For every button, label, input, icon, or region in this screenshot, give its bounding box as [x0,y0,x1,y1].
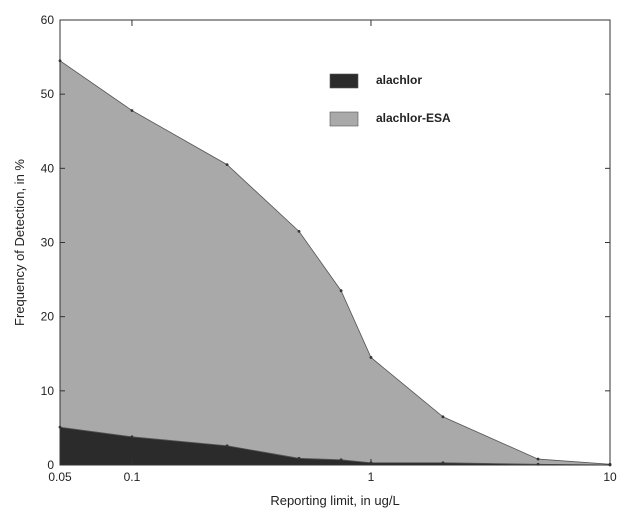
point-alachlor [297,456,301,460]
legend: alachlor alachlor-ESA [329,73,451,127]
x-tick-label: 10 [603,470,617,484]
legend-swatch-alachlor-esa [329,111,359,127]
legend-label-alachlor: alachlor [376,73,422,87]
y-axis-label: Frequency of Detection, in % [12,159,27,326]
y-tick-label: 10 [41,384,55,398]
point-alachlor-esa [536,457,540,461]
y-tick-label: 0 [47,458,54,472]
point-alachlor-esa [441,415,445,419]
point-alachlor-esa [369,356,373,359]
legend-label-alachlor-esa: alachlor-ESA [376,111,451,125]
point-alachlor [225,444,229,448]
x-tick-label: 1 [368,470,375,484]
y-tick-label: 40 [41,161,55,175]
x-tick-label: 0.1 [124,470,141,484]
x-tick-label: 0.05 [48,470,72,484]
y-tick-label: 20 [41,310,55,324]
point-alachlor-esa [339,289,343,293]
point-alachlor-esa [130,109,134,112]
point-alachlor [441,461,445,465]
axis-ticks: 0 10 20 30 40 50 60 0.05 0.1 1 10 [41,13,617,484]
point-alachlor-esa [297,229,301,233]
point-alachlor [339,458,343,462]
legend-swatch-alachlor [329,73,359,89]
point-alachlor [130,435,134,439]
y-tick-label: 50 [41,87,55,101]
y-tick-label: 30 [41,236,55,250]
y-tick-label: 60 [41,13,55,27]
point-alachlor-esa [225,163,229,167]
x-axis-label: Reporting limit, in ug/L [270,493,399,508]
